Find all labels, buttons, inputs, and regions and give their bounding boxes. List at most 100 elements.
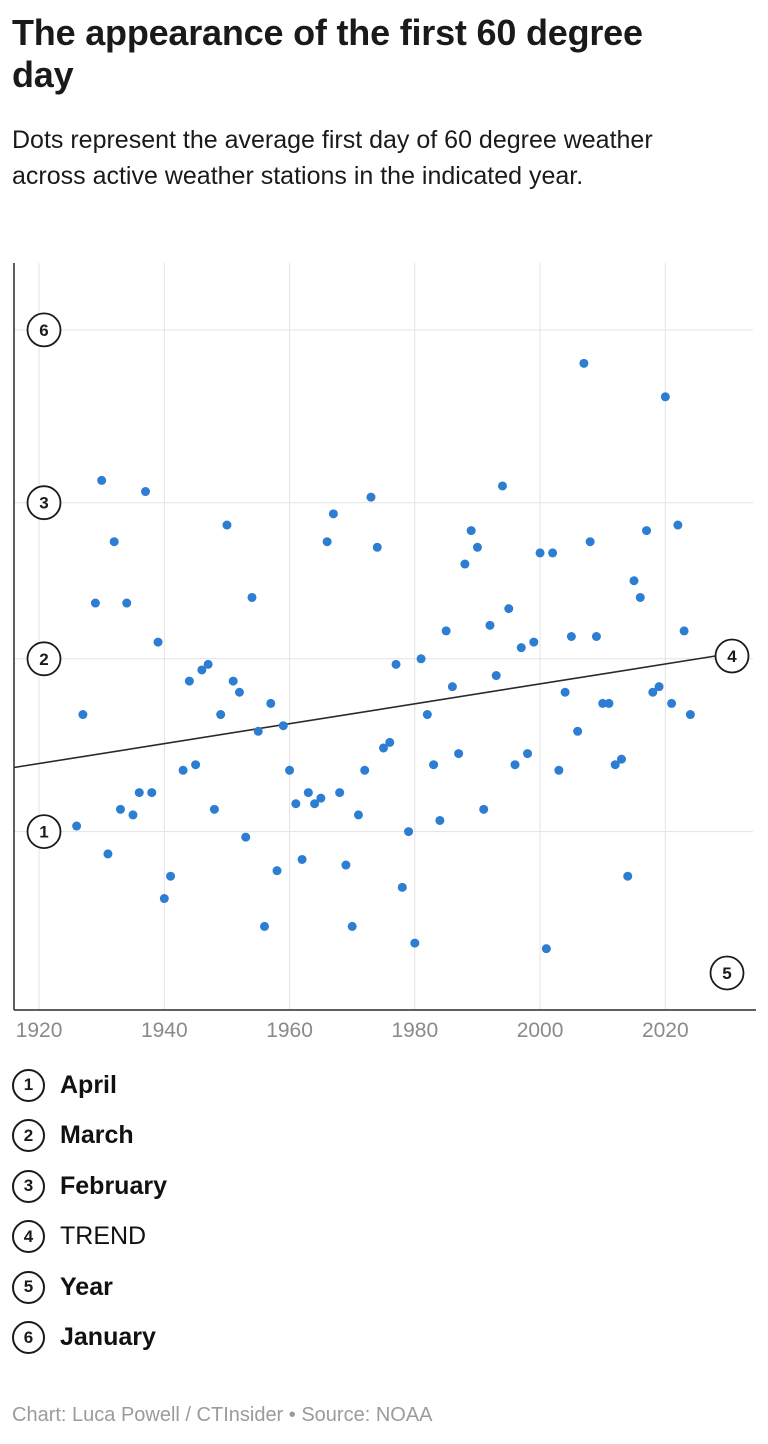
scatter-dot	[141, 487, 151, 497]
legend-item-year: 5 Year	[12, 1262, 712, 1313]
annotation-marker-number-4: 4	[727, 647, 737, 666]
scatter-dot	[178, 765, 188, 775]
chart-subtitle: Dots represent the average first day of …	[12, 126, 653, 191]
scatter-dot	[554, 765, 564, 775]
scatter-dot	[616, 754, 626, 764]
scatter-dot	[166, 871, 176, 881]
scatter-dot	[134, 788, 144, 798]
scatter-dot	[623, 871, 633, 881]
scatter-dot	[548, 548, 558, 558]
scatter-dot	[685, 710, 695, 720]
annotation-legend: 1 April 2 March 3 February 4 TREND 5 Year 6 January	[12, 1060, 712, 1363]
scatter-dot	[153, 637, 163, 647]
annotation-marker-number-2: 2	[39, 650, 48, 669]
scatter-dot	[310, 799, 320, 809]
scatter-dot	[78, 710, 88, 720]
scatter-dot	[598, 698, 608, 708]
scatter-dot	[466, 526, 476, 536]
scatter-dot	[285, 765, 295, 775]
scatter-dot	[529, 637, 539, 647]
scatter-dot	[410, 938, 420, 948]
legend-marker-number: 1	[12, 1068, 45, 1102]
scatter-dot	[128, 810, 138, 820]
scatter-dot	[667, 698, 677, 708]
scatter-dot	[234, 687, 244, 697]
scatter-dot	[72, 821, 82, 831]
scatter-dot	[523, 749, 533, 759]
scatter-dot	[397, 882, 407, 892]
annotation-marker-circle-3	[26, 485, 62, 521]
scatter-dot	[497, 481, 507, 491]
scatter-dot	[216, 710, 226, 720]
scatter-dot	[241, 832, 251, 842]
legend-marker-number: 3	[12, 1169, 45, 1203]
x-tick-label: 2020	[642, 1019, 689, 1042]
legend-label: TREND	[60, 1222, 147, 1251]
annotation-marker-circle-4	[714, 638, 750, 674]
scatter-dot	[260, 921, 270, 931]
scatter-dot	[335, 788, 345, 798]
scatter-dot	[479, 804, 489, 814]
annotation-marker-circle-2	[26, 641, 62, 677]
scatter-dot	[109, 537, 119, 547]
scatter-dot	[147, 788, 157, 798]
legend-item-january: 6 January	[12, 1313, 712, 1364]
scatter-dot	[103, 849, 113, 859]
scatter-dot	[516, 643, 526, 653]
scatter-dot	[360, 765, 370, 775]
scatter-dot	[604, 698, 614, 708]
scatter-dot	[228, 676, 238, 686]
scatter-dot	[491, 671, 501, 681]
annotation-marker-circle-5	[709, 955, 745, 991]
scatter-dot	[573, 726, 583, 736]
scatter-dot	[416, 654, 426, 664]
annotation-marker-number-3: 3	[39, 494, 48, 513]
scatter-dot	[391, 659, 401, 669]
scatter-dot	[297, 854, 307, 864]
scatter-dot	[429, 760, 439, 770]
scatter-dot	[629, 576, 639, 586]
legend-label: February	[60, 1171, 167, 1200]
scatter-dot	[585, 537, 595, 547]
legend-item-march: 2 March	[12, 1111, 712, 1162]
annotation-marker-number-6: 6	[39, 321, 48, 340]
legend-item-february: 3 February	[12, 1161, 712, 1212]
annotation-marker-circle-1	[26, 814, 62, 850]
scatter-dot	[447, 682, 457, 692]
scatter-dot	[322, 537, 332, 547]
scatter-dot	[184, 676, 194, 686]
scatter-dot	[122, 598, 132, 608]
trend-line	[13, 655, 716, 769]
scatter-dot	[441, 626, 451, 636]
scatter-dot	[247, 592, 257, 602]
scatter-dot	[560, 687, 570, 697]
scatter-chart: 1920 1940 1960 1980 2000 2020 6 3 2 1 4 5	[13, 263, 756, 1042]
scatter-dot	[422, 710, 432, 720]
scatter-dot	[535, 548, 545, 558]
scatter-dot	[328, 509, 338, 519]
scatter-dot	[510, 760, 520, 770]
scatter-dot	[222, 520, 232, 530]
legend-label: Year	[60, 1272, 113, 1301]
scatter-dot	[454, 749, 464, 759]
legend-item-april: 1 April	[12, 1060, 712, 1111]
scatter-dot	[485, 620, 495, 630]
scatter-dot	[579, 358, 589, 368]
scatter-dot	[654, 682, 664, 692]
x-tick-label: 1920	[16, 1019, 63, 1042]
scatter-dot	[353, 810, 363, 820]
legend-label: January	[60, 1323, 156, 1352]
scatter-dot	[316, 793, 326, 803]
x-tick-label: 2000	[517, 1019, 564, 1042]
scatter-dot	[197, 665, 207, 675]
scatter-dot	[266, 698, 276, 708]
legend-label: April	[60, 1070, 117, 1099]
scatter-dot	[642, 526, 652, 536]
scatter-dot	[648, 687, 658, 697]
scatter-dot	[209, 804, 219, 814]
scatter-dot	[97, 475, 107, 485]
scatter-dot	[660, 392, 670, 402]
scatter-dot	[435, 815, 445, 825]
legend-marker-number: 5	[12, 1270, 45, 1304]
